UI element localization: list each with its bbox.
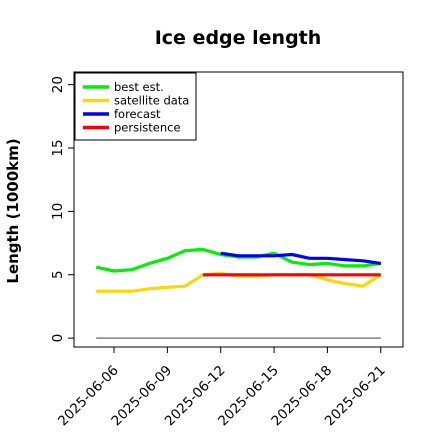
chart-title: Ice edge length: [155, 27, 322, 49]
legend-label: persistence: [114, 121, 181, 135]
y-axis-label: Length (1000km): [4, 138, 22, 283]
legend: best est.satellite dataforecastpersisten…: [74, 72, 197, 141]
legend-label: satellite data: [114, 94, 189, 108]
series-line-forecast: [220, 251, 382, 265]
y-tick-label: 10: [50, 203, 66, 220]
y-tick-label: 20: [50, 76, 66, 93]
y-tick-label: 5: [50, 270, 66, 279]
y-tick-label: 15: [50, 139, 66, 156]
legend-label: best est.: [114, 80, 164, 94]
plot-frame: [73, 71, 404, 348]
y-tick-label: 0: [50, 334, 66, 343]
legend-label: forecast: [114, 107, 161, 121]
